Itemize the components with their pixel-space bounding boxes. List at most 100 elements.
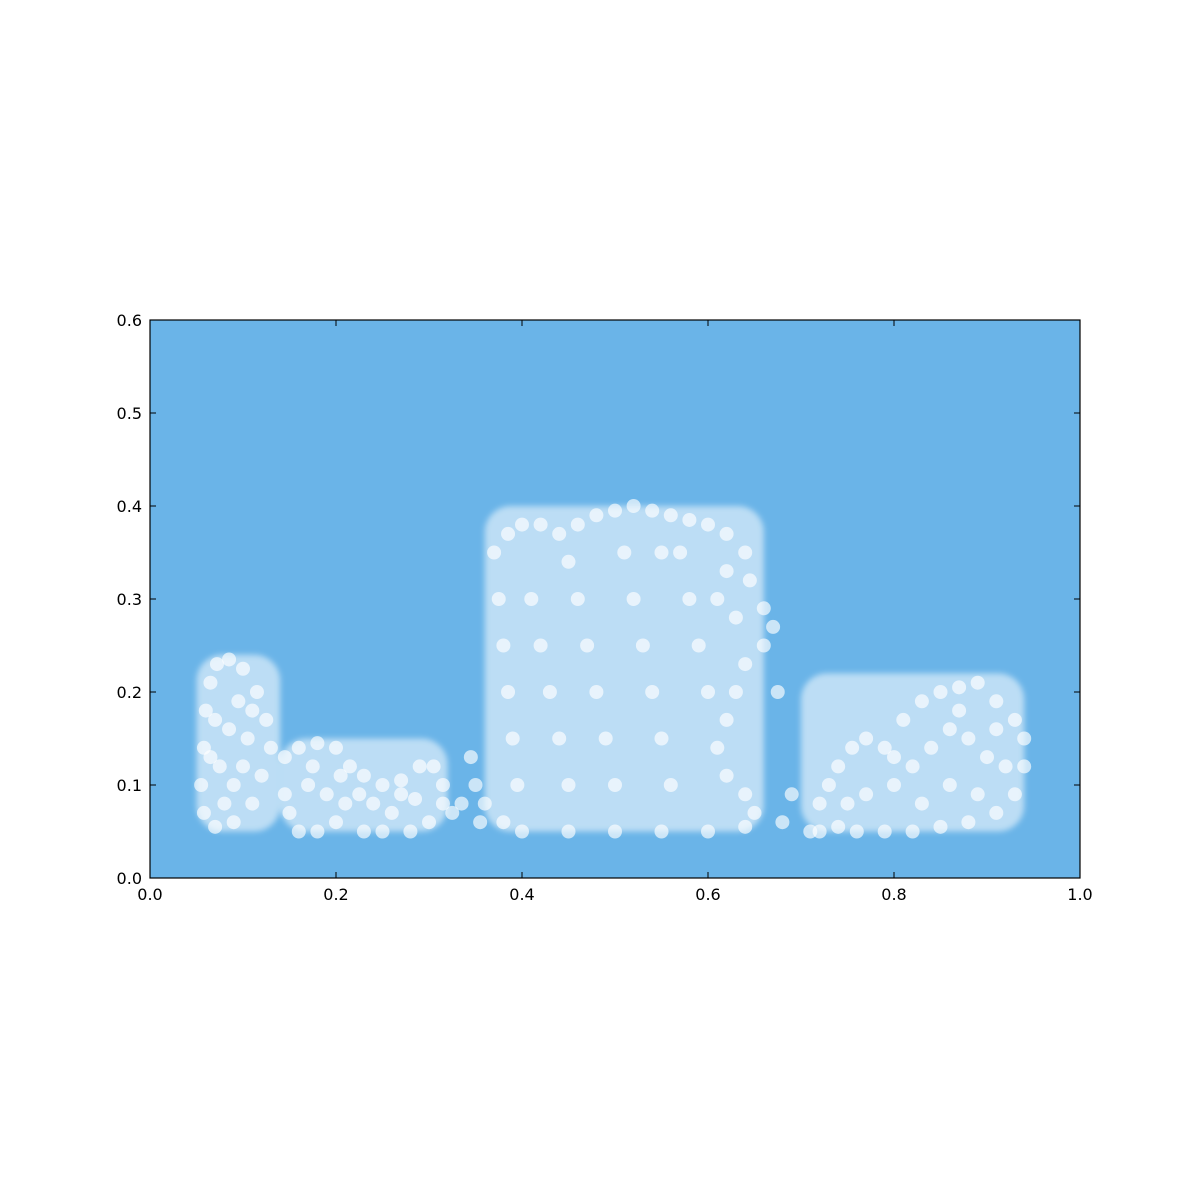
scatter-point: [877, 824, 892, 839]
scatter-point: [496, 638, 511, 653]
scatter-point: [710, 740, 725, 755]
scatter-point: [217, 796, 232, 811]
scatter-point: [236, 759, 250, 774]
scatter-point: [989, 722, 1004, 737]
scatter-point: [212, 759, 227, 774]
scatter-point: [766, 619, 781, 634]
y-axis: 0.0 0.1 0.2 0.3 0.4 0.5 0.6: [117, 311, 1080, 888]
scatter-point: [589, 685, 604, 699]
scatter-point: [942, 722, 957, 737]
scatter-point: [319, 787, 334, 802]
scatter-point: [1017, 731, 1032, 746]
scatter-point: [742, 573, 757, 588]
scatter-point: [970, 675, 985, 690]
scatter-point: [896, 712, 911, 727]
scatter-point: [626, 499, 641, 513]
scatter-point: [422, 815, 436, 830]
scatter-point: [282, 805, 297, 820]
scatter-point: [654, 545, 669, 560]
scatter-point: [231, 694, 246, 709]
scatter-point: [515, 517, 529, 532]
scatter-point: [719, 564, 734, 579]
scatter-point: [756, 601, 771, 616]
scatter-point: [1017, 759, 1032, 774]
scatter-point: [961, 731, 976, 746]
scatter-point: [645, 503, 660, 518]
x-axis: 0.0 0.2 0.4 0.6 0.8 1.0: [137, 320, 1093, 904]
scatter-point: [738, 545, 753, 560]
scatter-point: [561, 824, 576, 839]
scatter-point: [501, 685, 516, 699]
scatter-point: [487, 545, 502, 560]
scatter-point: [845, 740, 860, 755]
scatter-point: [608, 503, 622, 518]
scatter-point: [701, 517, 715, 532]
scatter-point: [259, 712, 274, 727]
scatter-point: [412, 759, 427, 774]
scatter-point: [989, 694, 1004, 709]
scatter-point: [952, 680, 967, 695]
scatter-point: [654, 731, 669, 746]
scatter-point: [203, 750, 218, 765]
scatter-point: [277, 787, 292, 802]
scatter-point: [533, 517, 548, 532]
y-tick-label: 0.0: [117, 869, 142, 888]
scatter-point: [403, 824, 418, 839]
scatter-point: [463, 750, 478, 765]
scatter-point: [887, 778, 901, 792]
scatter-point: [784, 787, 799, 802]
scatter-point: [673, 545, 688, 560]
scatter-point: [831, 819, 846, 834]
scatter-point: [394, 787, 409, 802]
scatter-point: [663, 508, 678, 523]
scatter-point: [710, 592, 725, 606]
scatter-point: [887, 750, 901, 765]
scatter-point: [240, 731, 255, 746]
scatter-point: [840, 796, 855, 811]
scatter-point: [198, 703, 213, 718]
scatter-point: [626, 592, 641, 606]
scatter-point: [701, 685, 715, 699]
y-tick-label: 0.6: [117, 311, 142, 330]
scatter-point: [477, 796, 492, 811]
scatter-point: [663, 778, 678, 792]
scatter-point: [961, 815, 976, 830]
scatter-point: [552, 731, 567, 746]
scatter-point: [329, 815, 343, 830]
scatter-point: [617, 545, 632, 560]
scatter-point: [366, 796, 381, 811]
scatter-point: [1007, 712, 1022, 727]
scatter-point: [338, 796, 353, 811]
scatter-point: [305, 759, 320, 774]
scatter-point: [998, 759, 1013, 774]
y-tick-label: 0.2: [117, 683, 142, 702]
scatter-point: [570, 592, 585, 606]
scatter-point: [608, 778, 622, 792]
scatter-point: [859, 731, 874, 746]
scatter-point: [682, 512, 697, 527]
y-tick-label: 0.5: [117, 404, 142, 423]
scatter-point: [914, 694, 929, 709]
scatter-point: [980, 750, 994, 765]
scatter-point: [914, 796, 929, 811]
scatter-point: [329, 740, 343, 755]
scatter-point: [454, 796, 469, 811]
scatter-point: [738, 787, 753, 802]
scatter-point: [719, 526, 734, 541]
scatter-point: [194, 778, 209, 792]
point-cluster-4: [801, 673, 1025, 832]
scatter-point: [291, 824, 306, 839]
scatter-point: [375, 778, 390, 792]
scatter-point: [291, 740, 306, 755]
scatter-point: [831, 759, 846, 774]
scatter-point: [635, 638, 650, 653]
scatter-point: [249, 685, 264, 699]
scatter-point: [435, 778, 450, 792]
scatter-point: [552, 526, 567, 541]
scatter-point: [933, 819, 948, 834]
scatter-point: [226, 778, 241, 792]
scatter-point: [542, 685, 557, 699]
scatter-point: [515, 824, 529, 839]
scatter-point: [728, 610, 743, 625]
